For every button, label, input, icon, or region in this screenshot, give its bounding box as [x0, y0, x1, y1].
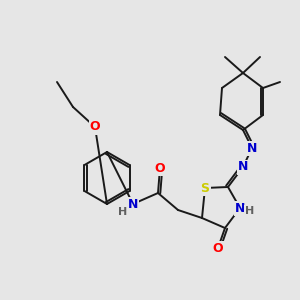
Text: N: N — [247, 142, 257, 154]
Text: O: O — [155, 161, 165, 175]
Text: N: N — [128, 197, 138, 211]
Text: S: S — [200, 182, 209, 194]
Text: O: O — [213, 242, 223, 254]
Text: H: H — [245, 206, 255, 216]
Text: O: O — [90, 121, 100, 134]
Text: H: H — [118, 207, 127, 217]
Text: N: N — [235, 202, 245, 214]
Text: N: N — [238, 160, 248, 173]
